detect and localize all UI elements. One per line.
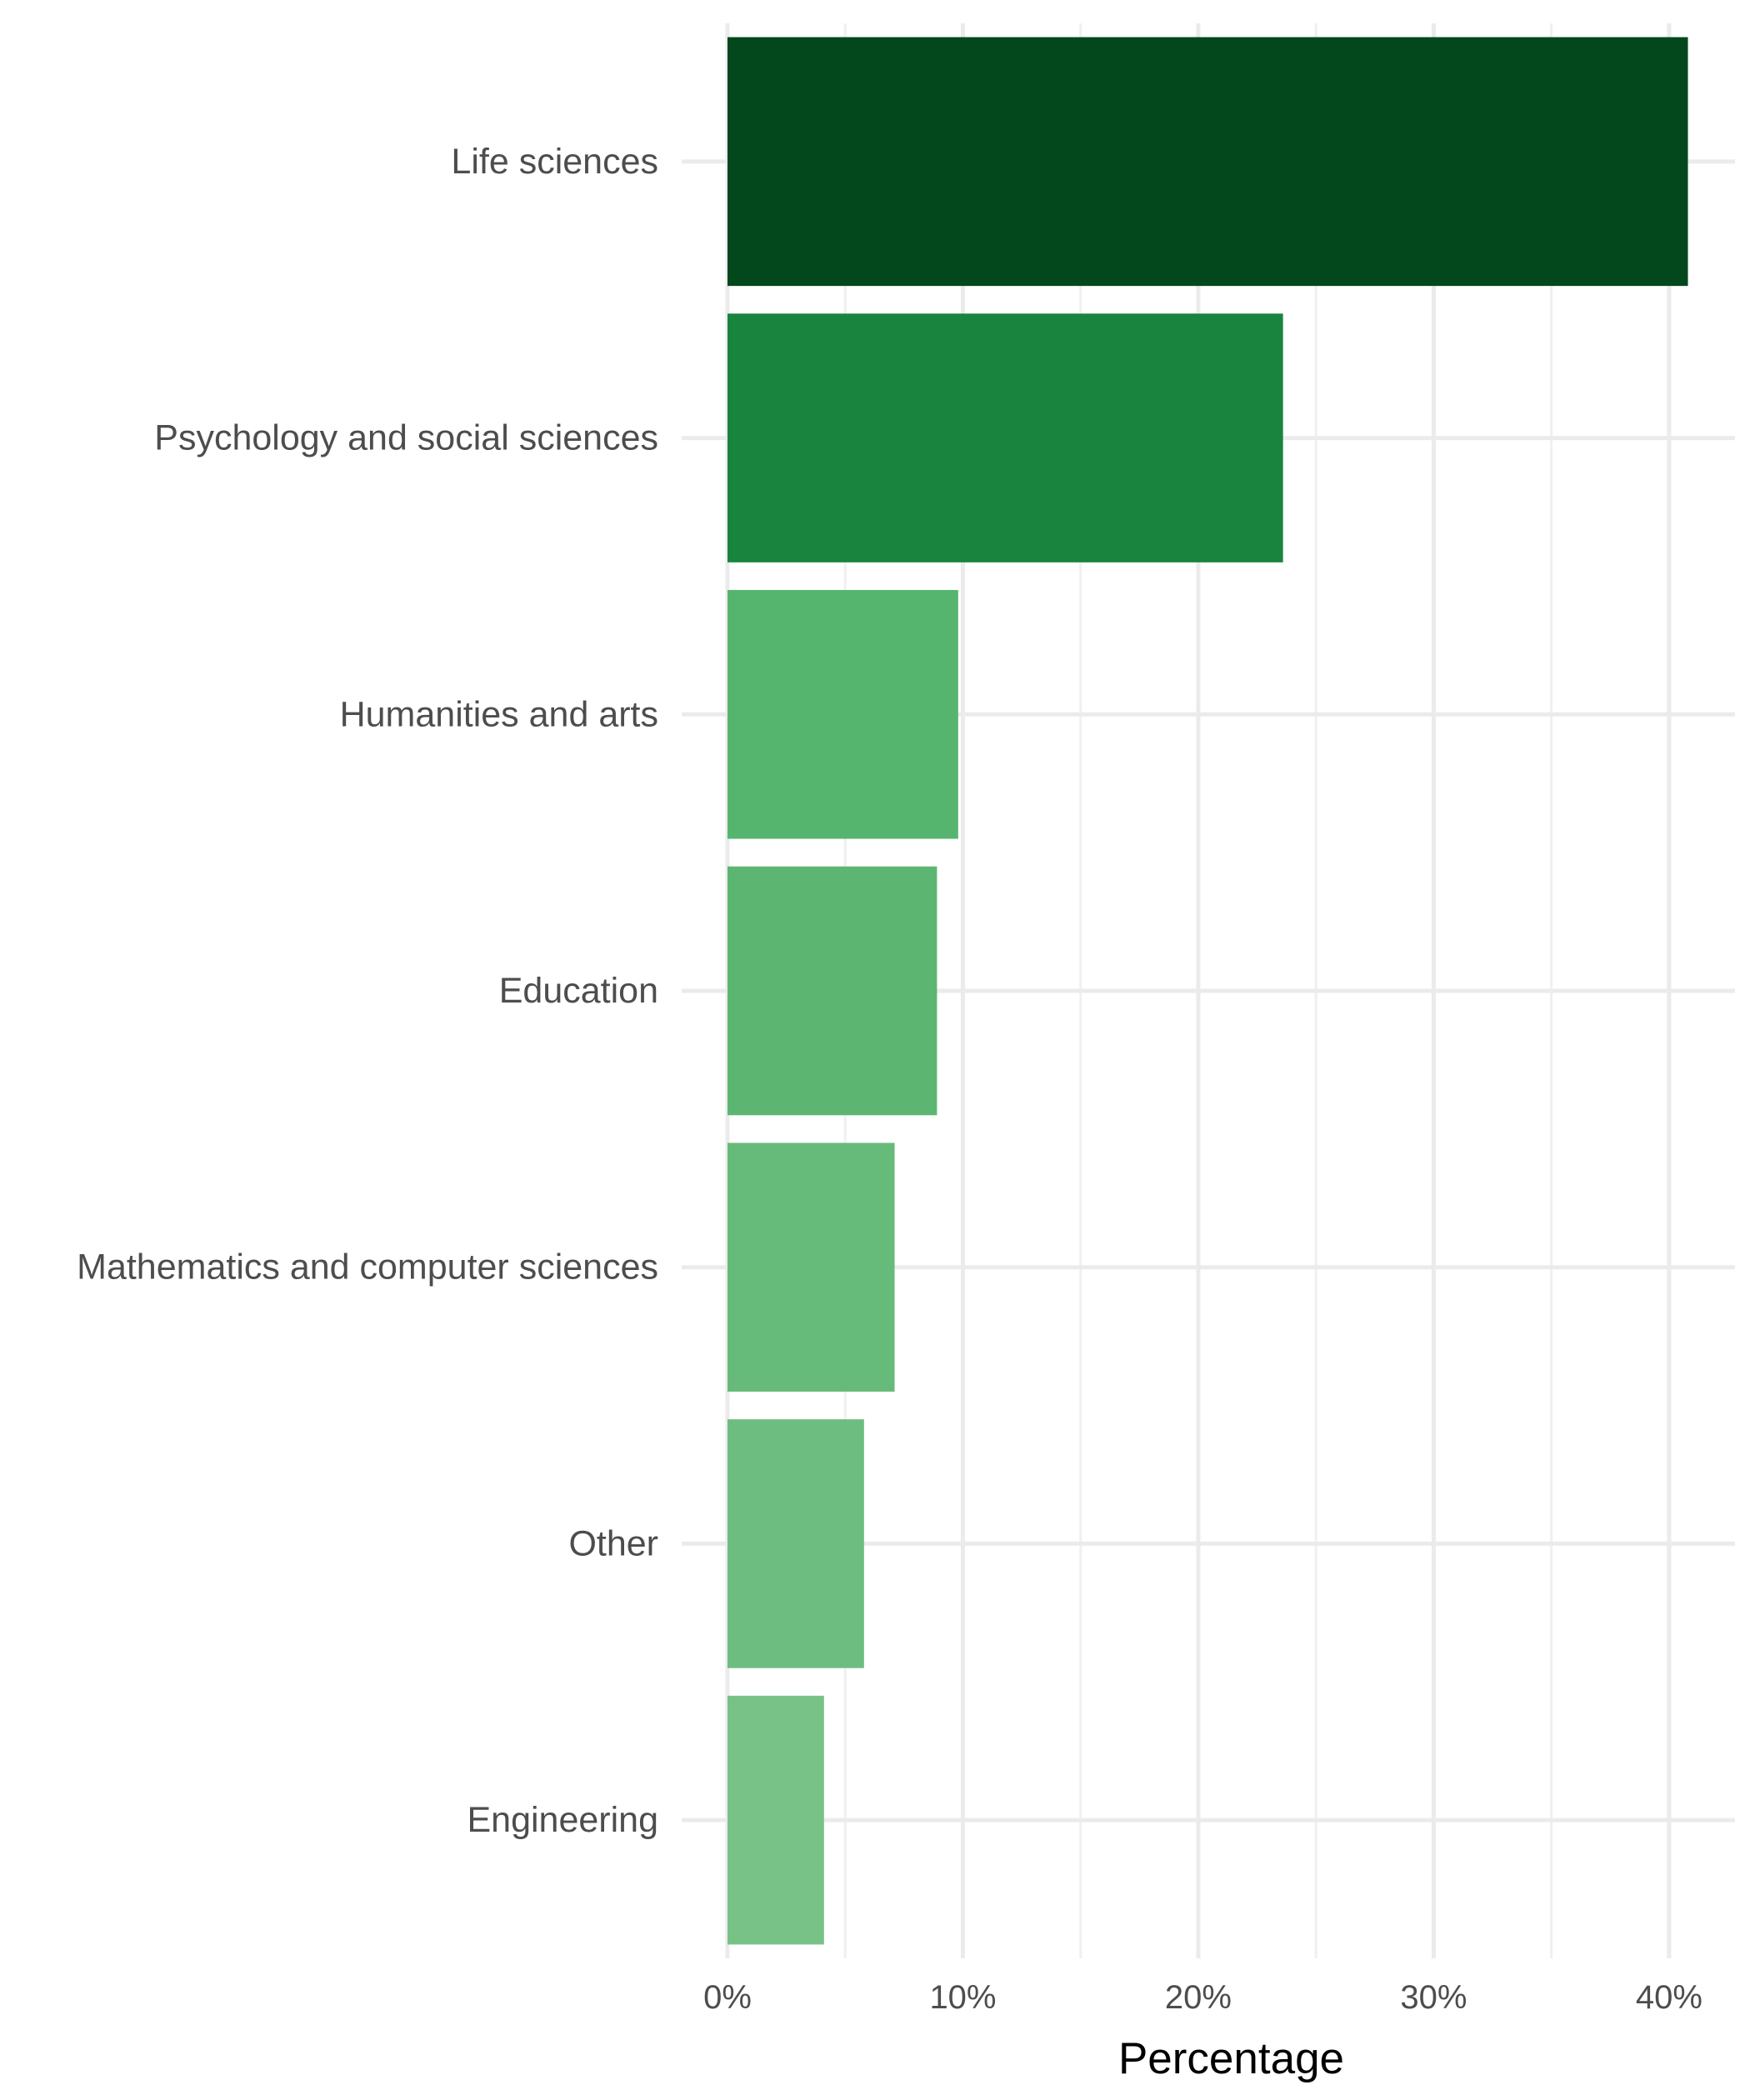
category-label: Education xyxy=(499,971,658,1011)
bar-humanities-and-arts xyxy=(728,590,958,839)
bar-mathematics-and-computer-sciences xyxy=(728,1142,895,1392)
x-tick-label: 30% xyxy=(1400,1979,1467,2016)
bar-engineering xyxy=(728,1695,824,1945)
bar-life-sciences xyxy=(728,37,1688,287)
x-tick-label: 40% xyxy=(1636,1979,1702,2016)
category-label: Humanities and arts xyxy=(340,694,658,734)
x-tick-label: 10% xyxy=(929,1979,996,2016)
x-tick-label: 20% xyxy=(1165,1979,1232,2016)
x-tick-label: 0% xyxy=(703,1979,752,2016)
bar-other xyxy=(728,1419,864,1668)
category-label: Other xyxy=(568,1523,658,1563)
bar-education xyxy=(728,866,938,1116)
category-label: Mathematics and computer sciences xyxy=(77,1248,658,1288)
category-label: Engineering xyxy=(467,1800,658,1840)
x-axis-title: Percentage xyxy=(1118,2034,1344,2083)
bars xyxy=(728,37,1688,1945)
x-tick-labels: 0% 10% 20% 30% 40% xyxy=(703,1979,1702,2016)
category-label: Life sciences xyxy=(451,142,658,182)
category-labels: Life sciences Psychology and social scien… xyxy=(77,142,658,1840)
bar-psychology-and-social-sciences xyxy=(728,313,1283,562)
category-label: Psychology and social sciences xyxy=(154,418,658,458)
